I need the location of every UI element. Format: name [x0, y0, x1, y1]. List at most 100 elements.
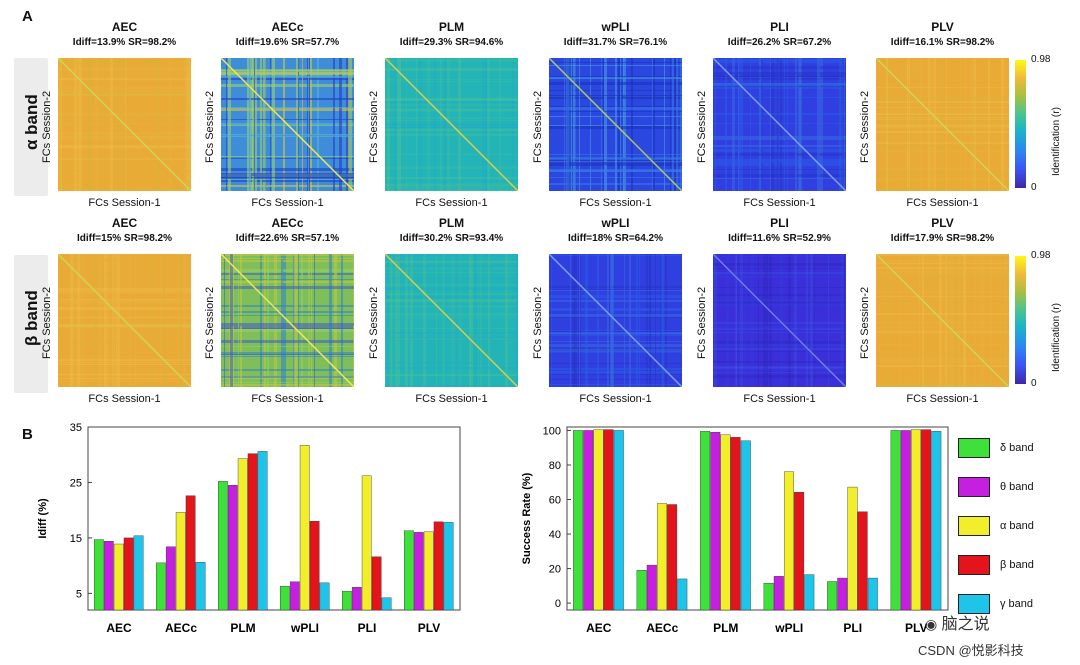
y-tick-label: 15	[70, 533, 82, 545]
bar-wpli-0	[280, 585, 290, 611]
bar-plv-2	[423, 531, 434, 611]
matrix-ylabel: FCs Session-2	[859, 286, 871, 359]
y-tick-label: 80	[549, 460, 561, 472]
matrix-xlabel: FCs Session-1	[88, 393, 161, 405]
bar-aecc-4	[195, 562, 206, 611]
matrix-title-plm-0: PLM	[438, 20, 465, 34]
bar-pli-2	[361, 475, 372, 611]
bar-plm-1	[227, 485, 238, 611]
bar-plm-4	[740, 440, 751, 611]
legend-swatch	[958, 515, 990, 536]
matrix-title-wpli-1: wPLI	[601, 216, 630, 230]
bar-plv-4	[931, 431, 942, 611]
bar-aec-2	[593, 429, 604, 611]
bar-plv-4	[443, 522, 454, 611]
x-tick-label: PLI	[843, 621, 862, 635]
panel-b-label: B	[22, 426, 33, 443]
matrix-subtitle-plv-0: Idiff=16.1% SR=98.2%	[890, 37, 995, 48]
bar-aecc-2	[656, 503, 667, 611]
colorbar-label: Identification (r)	[1051, 303, 1062, 372]
bar-aec-0	[93, 539, 104, 611]
legend-label: α band	[1000, 519, 1034, 532]
legend-item: δ band	[958, 428, 1034, 467]
bar-plm-0	[700, 431, 711, 611]
bar-pli-4	[867, 577, 878, 611]
bar-aec-4	[613, 430, 624, 611]
matrix-subtitle-pli-0: Idiff=26.2% SR=67.2%	[727, 37, 832, 48]
matrix-ylabel: FCs Session-2	[859, 90, 871, 163]
matrix-xlabel: FCs Session-1	[415, 393, 488, 405]
colorbar	[1015, 256, 1026, 384]
matrix-title-pli-0: PLI	[770, 20, 789, 34]
chart-frame	[87, 426, 461, 611]
matrix-ylabel: FCs Session-2	[204, 286, 216, 359]
legend-swatch	[958, 554, 990, 575]
legend-swatch	[958, 593, 990, 614]
fc-matrix-aecc-0	[221, 58, 354, 191]
x-tick-label: AEC	[106, 621, 132, 635]
bar-aec-3	[123, 537, 134, 611]
matrix-subtitle-wpli-1: Idiff=18% SR=64.2%	[567, 233, 664, 244]
fc-matrix-plm-1	[385, 254, 518, 387]
wechat-icon: ◉	[925, 616, 938, 632]
bar-pli-2	[847, 486, 858, 611]
alpha-band-label: α band	[22, 94, 41, 150]
bar-plv-0	[404, 530, 414, 611]
bar-wpli-4	[804, 574, 815, 611]
bar-pli-3	[857, 511, 868, 611]
matrix-ylabel: FCs Session-2	[204, 90, 216, 163]
y-tick-label: 100	[543, 425, 561, 437]
bar-pli-1	[351, 587, 362, 611]
bar-wpli-1	[773, 576, 784, 611]
bar-wpli-2	[299, 445, 310, 611]
y-tick-label: 35	[70, 422, 82, 434]
bar-wpli-3	[309, 521, 320, 611]
legend-label: γ band	[1000, 597, 1034, 610]
matrix-subtitle-wpli-0: Idiff=31.7% SR=76.1%	[563, 37, 668, 48]
panel-b-charts: 5 15 25 35 Idiff (%) AEC AECc PLM wPLI PLI PLV 0 20 4…	[37, 422, 949, 635]
alpha-band-box	[14, 58, 48, 196]
bar-plv-3	[433, 521, 444, 611]
bar-aec-4	[133, 535, 144, 611]
chart-frame	[566, 426, 949, 611]
bar-pli-0	[342, 590, 352, 611]
colorbar-max: 0.98	[1031, 250, 1051, 261]
bar-aecc-1	[165, 546, 176, 611]
bar-aec-0	[573, 430, 584, 611]
y-tick-label: 0	[555, 598, 561, 610]
x-tick-label: PLI	[358, 621, 377, 635]
bar-wpli-0	[763, 583, 774, 611]
bar-plv-1	[413, 532, 424, 611]
beta-band-label: β band	[22, 290, 41, 346]
matrix-title-plv-1: PLV	[931, 216, 954, 230]
fc-matrix-aec-1	[58, 254, 191, 387]
x-tick-label: wPLI	[290, 621, 319, 635]
bar-pli-1	[837, 577, 848, 611]
bar-plm-2	[237, 458, 248, 611]
bar-aec-2	[113, 543, 124, 611]
matrix-xlabel: FCs Session-1	[251, 393, 324, 405]
matrix-title-aecc-1: AECc	[271, 216, 304, 230]
y-tick-label: 25	[70, 477, 82, 489]
matrix-ylabel: FCs Session-2	[532, 90, 544, 163]
matrix-subtitle-aecc-1: Idiff=22.6% SR=57.1%	[235, 233, 340, 244]
legend-label: β band	[1000, 558, 1034, 571]
x-tick-label: PLM	[230, 621, 255, 635]
bar-plm-0	[217, 481, 228, 611]
bar-plv-0	[890, 430, 901, 611]
fc-matrix-wpli-1	[549, 254, 682, 387]
bar-wpli-2	[783, 471, 794, 611]
colorbar-label: Identification (r)	[1051, 107, 1062, 176]
bar-wpli-1	[289, 581, 300, 611]
matrix-subtitle-plv-1: Idiff=17.9% SR=98.2%	[890, 233, 995, 244]
matrix-title-wpli-0: wPLI	[601, 20, 630, 34]
x-tick-label: AECc	[165, 621, 197, 635]
bar-aecc-0	[636, 570, 647, 611]
watermark-brand: ◉ 脑之说	[925, 616, 990, 633]
bar-aecc-3	[667, 504, 678, 611]
y-tick-label: 5	[76, 588, 82, 600]
x-tick-label: PLV	[418, 621, 440, 635]
colorbar-min: 0	[1031, 182, 1037, 193]
matrix-xlabel: FCs Session-1	[415, 197, 488, 209]
bar-aec-1	[583, 430, 594, 611]
